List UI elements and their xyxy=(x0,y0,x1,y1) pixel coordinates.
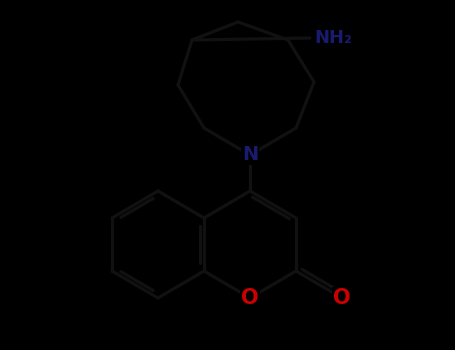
Text: O: O xyxy=(333,288,351,308)
Text: NH₂: NH₂ xyxy=(314,29,352,47)
Text: O: O xyxy=(241,288,259,308)
Text: N: N xyxy=(242,146,258,164)
